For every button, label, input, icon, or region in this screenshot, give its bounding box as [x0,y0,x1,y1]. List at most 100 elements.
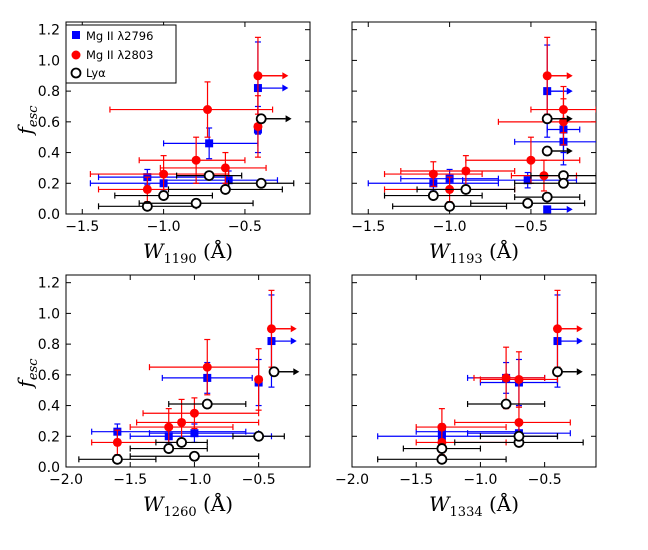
x-tick-label: −1.0 [147,219,181,235]
panel-bottom-left: −2.0 −1.5 −1.0 −0.5 0.0 0.2 0.4 0.6 0.8 1.0 1.2 W12… [38,274,311,520]
data-point-open-circle [190,197,202,209]
data-point-open-circle [427,190,439,201]
series-open-circle [78,366,300,465]
series-square [367,44,596,214]
data-point-circle [514,374,524,384]
limit-arrow-head [566,115,573,123]
data-point-circle [552,324,562,334]
data-point-open-circle [558,177,569,189]
data-point-open-circle [552,366,563,378]
series-square [377,294,583,445]
data-point-open-circle [176,437,187,448]
x-tick-label: −1.5 [113,472,147,488]
data-point-circle [461,166,471,176]
data-point-circle [254,374,264,384]
y-tick-label: 0.2 [38,429,60,445]
data-point-circle [159,169,169,179]
data-point-open-circle [541,145,553,157]
series-circle [89,36,289,203]
data-point-circle [253,71,263,81]
panel-top-left: −1.5 −1.0 −0.5 0.0 0.2 0.4 0.6 0.8 1.0 1.2 W1190 (… [38,21,311,267]
data-point-circle [501,373,511,383]
x-axis-label-sub: 1190 [164,252,197,267]
y-tick-label: 0.8 [38,337,60,353]
data-point-circle [220,163,230,173]
data-point-square [543,205,552,214]
data-point-open-circle [255,177,267,189]
legend-marker-mg2796 [72,31,80,39]
x-tick-label: −0.5 [514,219,548,235]
limit-arrow-head [285,115,292,123]
data-point-open-circle [268,366,280,378]
y-tick-label: 0.4 [38,399,60,415]
data-point-circle [542,71,552,81]
y-tick-label: 0.0 [38,207,60,223]
x-tick-label: −1.0 [177,472,211,488]
plot-frame [351,274,597,468]
legend-box [65,24,177,84]
plot-frame [351,21,597,215]
limit-arrow-head [566,72,573,80]
data-point-open-circle [255,113,267,125]
limit-arrow-head [290,325,297,333]
data-point-circle [189,408,199,418]
limit-arrow-head [566,147,573,155]
data-point-circle [253,121,263,131]
limit-arrow-head [566,87,573,95]
data-layer [377,289,584,465]
data-point-square [190,429,199,438]
x-tick-label: −2.0 [49,472,83,488]
y-tick-label: 1.0 [38,306,60,322]
x-axis-label-sub: 1193 [450,252,483,267]
limit-arrow-head [293,368,300,376]
data-point-circle [177,417,187,427]
series-open-circle [97,113,295,212]
x-axis-label: W1260 (Å) [143,491,233,520]
data-point-open-circle [111,453,123,465]
x-axis-label-sub: 1334 [450,505,483,520]
x-axis-label-symbol: W [429,492,451,516]
limit-arrow-head [576,337,583,345]
series-open-circle [383,113,596,212]
x-tick-label: −0.5 [242,472,276,488]
x-axis-label-unit: (Å) [483,238,519,263]
data-point-circle [428,169,438,179]
y-tick-label: 0.0 [38,460,60,476]
data-point-open-circle [460,184,472,195]
y-tick-label: 0.4 [38,146,60,162]
data-point-square [205,139,214,148]
legend-marker-lya [70,67,82,79]
series-circle [383,36,596,203]
data-layer [78,289,300,465]
data-point-open-circle [141,200,153,212]
x-axis-label-unit: (Å) [197,238,233,263]
data-point-open-circle [444,200,456,212]
data-point-circle [526,155,536,165]
data-point-open-circle [201,398,213,410]
x-axis-label: W1193 (Å) [429,238,519,267]
x-tick-label: −0.5 [528,472,562,488]
y-tick-label: 1.2 [38,276,60,292]
panel-bottom-right: −2.0 −1.5 −1.0 −0.5 W1334 (Å) [335,274,597,520]
y-tick-label: 1.0 [38,53,60,69]
y-axis-label-bottom: fesc [13,358,41,390]
legend-label-lya: Lyα [86,66,106,80]
legend-label-mg2796: Mg II λ2796 [86,29,153,43]
legend: Mg II λ2796 Mg II λ2803 Lyα [65,24,177,84]
y-tick-label: 0.2 [38,176,60,192]
data-point-circle [112,437,122,447]
plot-frame [65,274,311,468]
limit-arrow-head [576,325,583,333]
panel-top-right: −1.5 −1.0 −0.5 W1193 (Å) [351,21,597,267]
data-point-open-circle [436,453,448,465]
data-point-open-circle [253,430,265,442]
x-axis-label: W1334 (Å) [429,491,519,520]
series-open-circle [377,366,584,465]
data-point-open-circle [541,113,553,125]
data-point-open-circle [189,450,200,462]
x-tick-label: −1.5 [399,472,433,488]
legend-marker-mg2803 [71,50,81,60]
y-axis-label-top: fesc [13,105,41,137]
